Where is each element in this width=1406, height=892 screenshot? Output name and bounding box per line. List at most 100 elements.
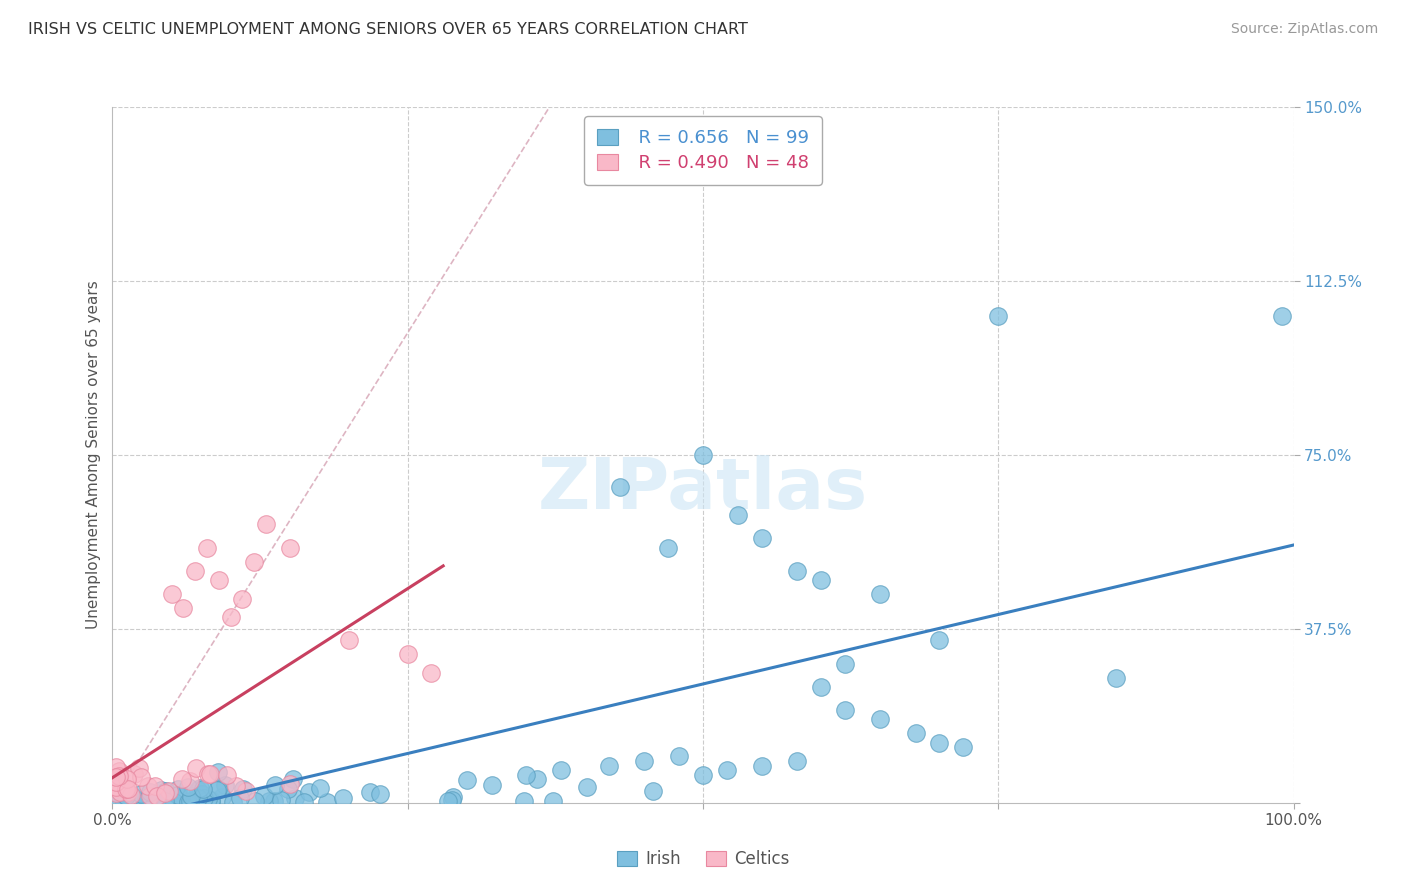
Point	[115, 789, 138, 804]
Point	[716, 764, 738, 778]
Point	[143, 779, 166, 793]
Point	[309, 781, 332, 796]
Point	[163, 795, 186, 809]
Point	[122, 767, 145, 781]
Point	[284, 790, 307, 805]
Point	[316, 795, 339, 809]
Point	[193, 791, 215, 805]
Point	[987, 309, 1010, 323]
Point	[197, 792, 219, 806]
Point	[278, 776, 301, 790]
Point	[215, 768, 238, 782]
Point	[928, 633, 950, 648]
Point	[105, 775, 128, 789]
Point	[138, 795, 160, 809]
Point	[105, 778, 128, 792]
Y-axis label: Unemployment Among Seniors over 65 years: Unemployment Among Seniors over 65 years	[86, 281, 101, 629]
Point	[692, 448, 714, 462]
Point	[657, 541, 679, 555]
Point	[179, 774, 201, 789]
Point	[183, 793, 205, 807]
Point	[928, 735, 950, 749]
Point	[214, 778, 236, 792]
Point	[231, 591, 253, 606]
Point	[441, 793, 464, 807]
Point	[751, 758, 773, 772]
Point	[112, 780, 135, 795]
Point	[179, 794, 201, 808]
Point	[515, 768, 537, 782]
Point	[105, 786, 128, 800]
Point	[186, 761, 208, 775]
Point	[157, 784, 180, 798]
Point	[727, 508, 749, 523]
Point	[235, 783, 257, 797]
Point	[512, 794, 534, 808]
Point	[105, 760, 128, 774]
Point	[208, 573, 231, 587]
Point	[1105, 671, 1128, 685]
Point	[786, 754, 808, 768]
Point	[187, 790, 209, 805]
Point	[146, 792, 169, 806]
Point	[243, 555, 266, 569]
Legend:   R = 0.656   N = 99,   R = 0.490   N = 48: R = 0.656 N = 99, R = 0.490 N = 48	[583, 116, 823, 186]
Point	[253, 789, 276, 804]
Point	[952, 740, 974, 755]
Point	[298, 785, 321, 799]
Point	[128, 761, 150, 775]
Point	[264, 778, 287, 792]
Point	[114, 782, 136, 797]
Point	[191, 782, 214, 797]
Point	[107, 786, 129, 800]
Point	[420, 665, 443, 680]
Point	[481, 778, 503, 792]
Point	[904, 726, 927, 740]
Point	[139, 785, 162, 799]
Point	[155, 786, 177, 800]
Point	[167, 788, 190, 802]
Point	[526, 772, 548, 787]
Point	[110, 780, 132, 794]
Point	[576, 780, 599, 795]
Point	[869, 587, 891, 601]
Point	[751, 532, 773, 546]
Point	[643, 784, 665, 798]
Point	[153, 794, 176, 808]
Point	[668, 749, 690, 764]
Point	[108, 764, 131, 779]
Point	[229, 791, 252, 805]
Point	[105, 780, 128, 795]
Point	[332, 791, 354, 805]
Point	[121, 788, 143, 802]
Point	[437, 794, 460, 808]
Point	[180, 789, 202, 803]
Point	[232, 782, 254, 797]
Point	[441, 789, 464, 804]
Point	[105, 770, 128, 784]
Point	[292, 795, 315, 809]
Point	[834, 703, 856, 717]
Point	[111, 783, 134, 797]
Point	[146, 789, 169, 804]
Point	[187, 783, 209, 797]
Point	[456, 772, 478, 787]
Point	[107, 795, 129, 809]
Text: Source: ZipAtlas.com: Source: ZipAtlas.com	[1230, 22, 1378, 37]
Point	[222, 795, 245, 809]
Point	[692, 768, 714, 782]
Point	[207, 783, 229, 797]
Point	[184, 564, 207, 578]
Point	[149, 782, 172, 797]
Point	[108, 785, 131, 799]
Point	[1271, 309, 1294, 323]
Point	[198, 767, 221, 781]
Point	[810, 573, 832, 587]
Point	[160, 587, 183, 601]
Point	[359, 785, 381, 799]
Point	[200, 795, 222, 809]
Point	[277, 782, 299, 797]
Point	[105, 773, 128, 788]
Point	[810, 680, 832, 694]
Point	[207, 764, 229, 779]
